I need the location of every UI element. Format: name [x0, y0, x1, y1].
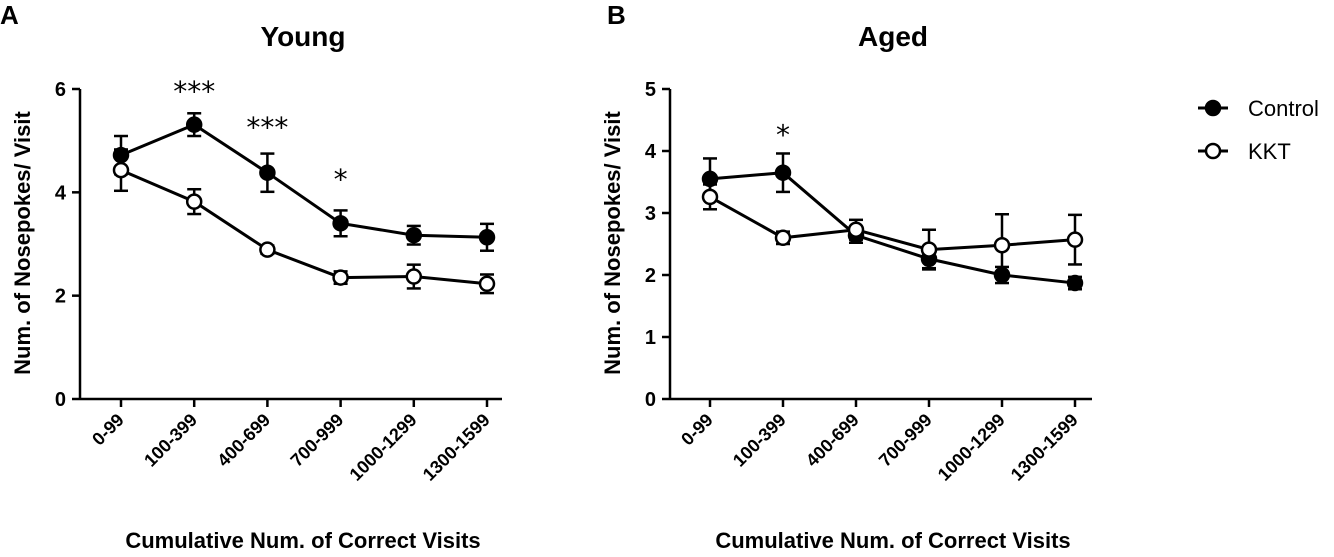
x-tick-label-young: 1000-1299 — [346, 410, 421, 485]
series-line-kkt-young — [120, 168, 488, 286]
chart-title-aged: Aged — [858, 21, 928, 52]
data-point-kkt-aged — [1066, 231, 1084, 248]
significance-marker-young: *** — [173, 75, 215, 108]
legend-marker-control — [1204, 99, 1222, 117]
data-point-kkt-young — [332, 269, 349, 286]
y-tick-label-aged: 1 — [645, 327, 656, 349]
legend-label-control: Control — [1248, 96, 1319, 121]
data-point-kkt-young — [405, 268, 423, 285]
data-point-kkt-young — [112, 161, 130, 179]
y-tick-label-young: 0 — [55, 389, 66, 411]
data-point-kkt-young — [185, 193, 203, 210]
y-tick-label-young: 6 — [55, 79, 66, 101]
chart-panel-aged: Aged Num. of Nosepokes/ Visit Cumulative… — [600, 21, 1092, 553]
x-tick-label-young: 700-999 — [287, 410, 348, 471]
data-point-control-young — [259, 164, 276, 181]
legend-marker-kkt — [1204, 142, 1222, 160]
data-point-kkt-young — [259, 241, 276, 258]
significance-marker-aged: * — [776, 118, 790, 151]
data-point-kkt-aged — [774, 229, 792, 247]
x-tick-label-young: 0-99 — [88, 410, 128, 450]
series-line-kkt-aged — [709, 195, 1076, 252]
panel-letter-b: B — [607, 0, 626, 30]
legend-item-control: Control — [1198, 96, 1319, 121]
chart-title-young: Young — [260, 21, 345, 52]
x-tick-label-aged: 400-699 — [802, 410, 863, 471]
x-tick-label-aged: 1000-1299 — [934, 410, 1009, 485]
y-tick-label-aged: 3 — [645, 203, 656, 225]
data-point-kkt-aged — [993, 236, 1011, 254]
data-point-control-young — [405, 226, 423, 244]
series-line-control-aged — [709, 171, 1076, 285]
x-tick-label-aged: 700-999 — [875, 410, 936, 471]
x-tick-label-aged: 1300-1599 — [1007, 410, 1082, 485]
data-point-kkt-young — [478, 275, 496, 293]
data-point-kkt-aged — [920, 241, 938, 258]
y-tick-label-aged: 2 — [645, 265, 656, 287]
data-point-control-aged — [701, 170, 719, 188]
x-axis-label-young: Cumulative Num. of Correct Visits — [125, 528, 480, 553]
legend-label-kkt: KKT — [1248, 139, 1291, 164]
data-point-control-young — [332, 215, 349, 232]
legend-item-kkt: KKT — [1198, 139, 1291, 164]
y-axis-label-young: Num. of Nosepokes/ Visit — [10, 110, 35, 374]
y-tick-label-aged: 5 — [645, 79, 656, 101]
x-tick-label-aged: 100-399 — [729, 410, 790, 471]
data-point-control-aged — [774, 164, 792, 181]
plot-area-young: 0 2 4 6 0-99 100-399 400-699 700-9991000-129913… — [55, 75, 502, 485]
x-axis-label-aged: Cumulative Num. of Correct Visits — [715, 528, 1070, 553]
data-point-kkt-aged — [847, 221, 865, 238]
y-tick-label-aged: 4 — [645, 141, 657, 163]
significance-marker-young: *** — [246, 111, 288, 144]
chart-panel-young: Young Num. of Nosepokes/ Visit Cumulativ… — [10, 21, 502, 553]
legend: Control KKT — [1198, 96, 1319, 164]
y-tick-label-aged: 0 — [645, 389, 656, 411]
plot-area-aged: 0 1 2 3 4 5 0-99 100-399 400-699 700-9991000-1299… — [645, 79, 1092, 485]
significance-marker-young: * — [334, 163, 348, 196]
data-point-control-young — [478, 229, 496, 246]
y-tick-label-young: 2 — [55, 286, 66, 308]
series-line-control-young — [120, 122, 488, 239]
data-point-control-young — [185, 116, 203, 133]
x-tick-label-young: 100-399 — [140, 410, 201, 471]
panel-letter-a: A — [0, 0, 19, 30]
y-axis-label-aged: Num. of Nosepokes/ Visit — [600, 110, 625, 374]
data-point-control-young — [112, 146, 130, 164]
data-point-control-aged — [993, 266, 1011, 284]
y-tick-label-young: 4 — [55, 182, 67, 204]
data-point-control-aged — [1066, 274, 1084, 292]
x-tick-label-aged: 0-99 — [677, 410, 717, 450]
x-tick-label-young: 1300-1599 — [419, 410, 494, 485]
data-point-kkt-aged — [701, 188, 719, 206]
x-tick-label-young: 400-699 — [213, 410, 274, 471]
